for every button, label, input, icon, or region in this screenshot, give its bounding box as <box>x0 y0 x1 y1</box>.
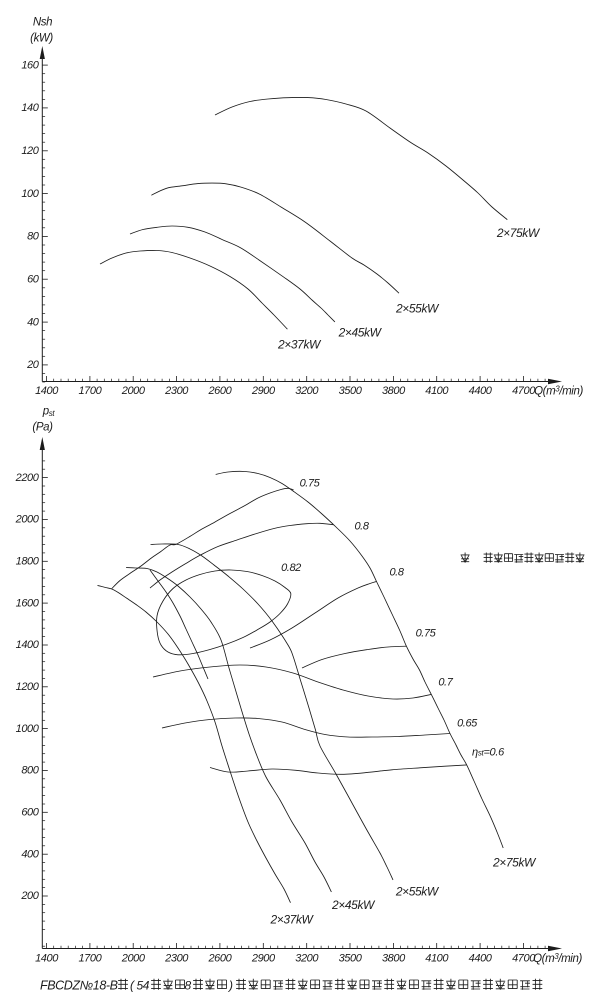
svg-text:pst: pst <box>42 406 56 419</box>
svg-text:1700: 1700 <box>78 953 102 965</box>
svg-text:160: 160 <box>21 59 39 71</box>
svg-text:2300: 2300 <box>164 385 189 397</box>
svg-text:2×45kW: 2×45kW <box>331 898 376 912</box>
svg-text:600: 600 <box>21 807 39 819</box>
svg-text:Q(m3/min): Q(m3/min) <box>533 952 582 965</box>
svg-text:1000: 1000 <box>16 723 40 735</box>
svg-text:3800: 3800 <box>382 385 406 397</box>
svg-text:140: 140 <box>21 102 39 114</box>
svg-text:80: 80 <box>27 231 40 243</box>
svg-text:FBCDZ№18-B: FBCDZ№18-B <box>40 979 118 993</box>
svg-text:200: 200 <box>20 890 39 902</box>
svg-text:4400: 4400 <box>469 953 493 965</box>
svg-text:1400: 1400 <box>35 385 59 397</box>
svg-text:3200: 3200 <box>295 385 319 397</box>
svg-text:1800: 1800 <box>16 556 40 568</box>
svg-text:): ) <box>227 979 233 993</box>
svg-text:4100: 4100 <box>425 953 449 965</box>
svg-text:(Pa): (Pa) <box>32 422 53 434</box>
svg-text:2000: 2000 <box>15 514 40 526</box>
svg-text:2000: 2000 <box>121 953 146 965</box>
svg-text:4700: 4700 <box>512 385 536 397</box>
svg-text:800: 800 <box>21 765 39 777</box>
svg-text:0.82: 0.82 <box>281 562 301 574</box>
svg-text:2600: 2600 <box>207 953 232 965</box>
svg-text:0.75: 0.75 <box>300 478 321 490</box>
svg-text:2900: 2900 <box>251 385 276 397</box>
svg-text:(kW): (kW) <box>30 33 53 45</box>
svg-text:0.65: 0.65 <box>457 718 478 730</box>
svg-text:4700: 4700 <box>512 953 536 965</box>
svg-text:4400: 4400 <box>469 385 493 397</box>
svg-text:0.75: 0.75 <box>416 628 437 640</box>
svg-text:1600: 1600 <box>16 597 40 609</box>
svg-text:4100: 4100 <box>425 385 449 397</box>
svg-text:54: 54 <box>137 979 150 993</box>
svg-text:1400: 1400 <box>16 639 40 651</box>
svg-text:400: 400 <box>21 848 39 860</box>
svg-text:100: 100 <box>21 188 39 200</box>
svg-text:0.8: 0.8 <box>389 567 404 579</box>
svg-text:60: 60 <box>27 273 40 285</box>
svg-text:1700: 1700 <box>78 385 102 397</box>
svg-text:2900: 2900 <box>251 953 276 965</box>
svg-text:2200: 2200 <box>15 472 40 484</box>
svg-text:2600: 2600 <box>207 385 232 397</box>
svg-text:ηst=0.6: ηst=0.6 <box>472 747 505 759</box>
svg-text:Q(m3/min): Q(m3/min) <box>534 385 583 398</box>
svg-text:3800: 3800 <box>382 953 406 965</box>
svg-text:0.8: 0.8 <box>354 521 369 533</box>
svg-text:2×75kW: 2×75kW <box>492 855 537 869</box>
svg-text:2×55kW: 2×55kW <box>395 884 440 898</box>
svg-text:3200: 3200 <box>295 953 319 965</box>
svg-text:3500: 3500 <box>339 385 363 397</box>
svg-text:2000: 2000 <box>121 385 146 397</box>
svg-text:2×45kW: 2×45kW <box>338 326 383 340</box>
svg-text:2×37kW: 2×37kW <box>277 338 322 352</box>
svg-text:120: 120 <box>21 145 39 157</box>
svg-text:8: 8 <box>185 979 192 993</box>
svg-text:0.7: 0.7 <box>438 676 453 688</box>
svg-text:40: 40 <box>27 316 40 328</box>
svg-text:2300: 2300 <box>164 953 189 965</box>
svg-text:1200: 1200 <box>16 681 40 693</box>
svg-text:(: ( <box>130 979 136 993</box>
svg-text:2×75kW: 2×75kW <box>496 226 541 240</box>
svg-text:3500: 3500 <box>339 953 363 965</box>
svg-text:2×55kW: 2×55kW <box>395 302 440 316</box>
svg-text:1400: 1400 <box>35 953 59 965</box>
svg-text:2×37kW: 2×37kW <box>270 913 315 927</box>
svg-text:20: 20 <box>26 359 40 371</box>
svg-text:Nsh: Nsh <box>33 17 52 29</box>
